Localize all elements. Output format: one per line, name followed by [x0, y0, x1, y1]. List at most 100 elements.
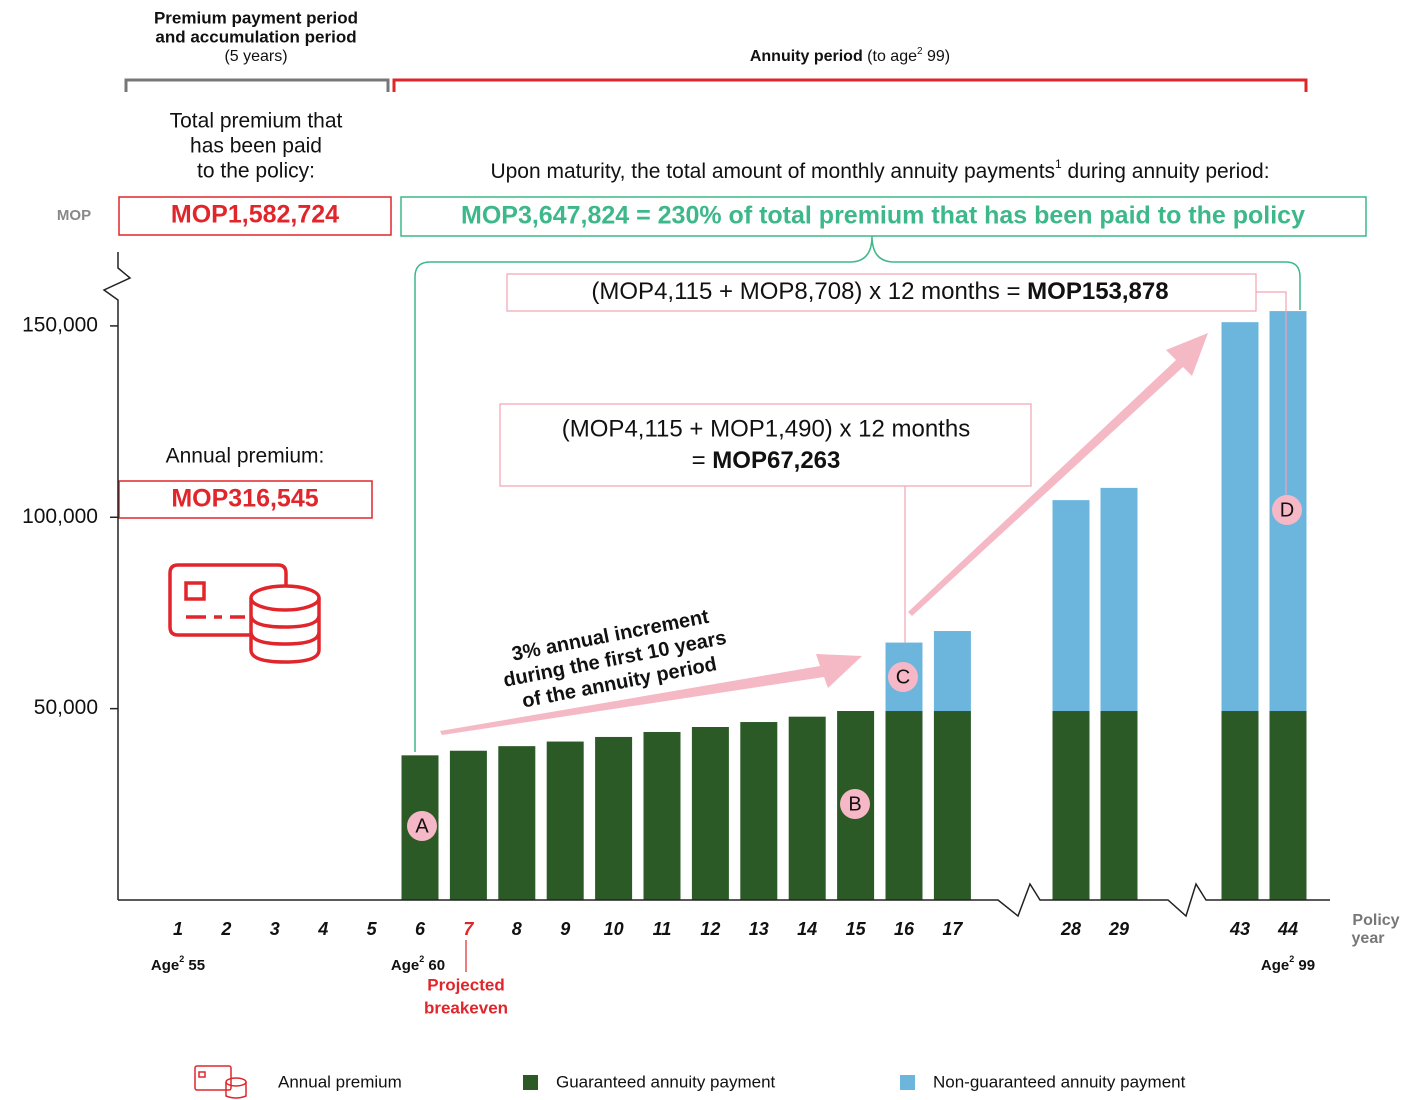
header: Premium payment period — [154, 8, 358, 27]
bar — [1221, 322, 1259, 712]
header: and accumulation period — [155, 27, 356, 46]
x-tick-label: 8 — [512, 919, 522, 939]
label: Annual premium: — [166, 445, 325, 468]
x-tick-label: 12 — [700, 919, 720, 939]
bar — [788, 716, 826, 900]
bar — [1100, 711, 1138, 900]
x-tick-label: 11 — [653, 919, 672, 939]
callout-text: = — [692, 447, 713, 474]
connector — [1256, 291, 1287, 495]
bar — [933, 631, 971, 712]
marker-label: B — [848, 793, 861, 815]
marker — [407, 811, 437, 841]
value: MOP3,647,824 = 230% of total premium tha… — [461, 202, 1305, 230]
y-tick-label: 50,000 — [34, 696, 98, 719]
bar — [449, 750, 487, 900]
marker-label: D — [1280, 499, 1294, 521]
header: (to age — [863, 48, 917, 65]
box — [118, 480, 373, 519]
x-tick-label: 43 — [1229, 919, 1250, 939]
callout — [499, 403, 1032, 487]
brace — [414, 235, 1301, 752]
marker — [1272, 495, 1302, 525]
legend-label: Guaranteed annuity payment — [556, 1072, 776, 1091]
label: Upon maturity, the total amount of month… — [490, 157, 1269, 182]
bars — [401, 311, 1307, 900]
sup: 2 — [917, 46, 923, 57]
age-label: 55 — [184, 957, 205, 974]
callout — [506, 273, 1257, 312]
bar — [1221, 711, 1259, 900]
x-tick-label: 3 — [270, 919, 280, 939]
x-axis-label: Policy — [1352, 912, 1399, 929]
value: MOP316,545 — [171, 485, 318, 513]
unit: MOP — [57, 207, 91, 224]
bar — [885, 711, 923, 900]
y-tick-label: 150,000 — [22, 313, 98, 336]
x-tick-label: 4 — [317, 919, 328, 939]
legend-swatch — [523, 1075, 538, 1090]
sup: 2 — [179, 954, 184, 964]
age-label: Age2 99 — [1261, 954, 1315, 974]
header: Annuity period — [750, 48, 863, 65]
x-tick-label: 1 — [173, 919, 183, 939]
x-tick-label: 10 — [604, 919, 624, 939]
header: 99) — [923, 48, 951, 65]
age-label: Age — [1261, 957, 1289, 974]
legend-swatch — [900, 1075, 915, 1090]
box — [400, 196, 1367, 237]
callout-text: MOP153,878 — [1027, 278, 1168, 305]
marker-label: A — [415, 815, 429, 837]
header: (5 years) — [224, 48, 287, 65]
label: to the policy: — [197, 160, 315, 183]
age-label: 60 — [424, 957, 445, 974]
callout-text: MOP67,263 — [712, 447, 840, 474]
x-tick-label: 15 — [846, 919, 867, 939]
callout-text: (MOP4,115 + MOP8,708) x 12 months = MOP1… — [591, 278, 1168, 305]
premium-icon — [168, 563, 321, 664]
arrow — [908, 333, 1208, 616]
callout-text: (MOP4,115 + MOP1,490) x 12 months — [562, 415, 970, 442]
age-label: Age — [151, 957, 179, 974]
x-tick-label: 44 — [1277, 919, 1298, 939]
breakeven: Projected — [427, 975, 504, 994]
bar — [1100, 487, 1138, 712]
callout-text: = MOP67,263 — [692, 447, 841, 474]
y-tick-label: 100,000 — [22, 505, 98, 528]
sup: 2 — [1289, 954, 1294, 964]
marker-label: C — [896, 666, 910, 688]
x-tick-label: 28 — [1060, 919, 1081, 939]
bar — [595, 736, 633, 900]
bar — [498, 746, 536, 900]
age-label: Age2 55 — [151, 954, 205, 974]
arrow — [440, 654, 862, 735]
label: Total premium that — [170, 110, 343, 133]
x-tick-label: 16 — [894, 919, 915, 939]
age-label: Age2 60 — [391, 954, 445, 974]
x-tick-label: 14 — [797, 919, 817, 939]
bar — [740, 722, 778, 900]
legend-label: Non-guaranteed annuity payment — [933, 1072, 1186, 1091]
legend: Guaranteed annuity payment Non-guaranteed… — [523, 1072, 1186, 1091]
callout-text: (MOP4,115 + MOP8,708) x 12 months = — [591, 278, 1027, 305]
legend-icon — [194, 1065, 247, 1099]
bracket — [392, 78, 1308, 92]
value: MOP1,582,724 — [171, 201, 339, 229]
x-axis — [118, 882, 1330, 918]
label: Upon maturity, the total amount of month… — [490, 160, 1055, 183]
markers: A B C D — [407, 495, 1302, 841]
bar — [643, 731, 681, 900]
breakeven: breakeven — [424, 998, 508, 1017]
x-tick-label: 2 — [220, 919, 231, 939]
bar — [546, 741, 584, 900]
sup: 1 — [1055, 157, 1062, 171]
x-tick-label: 17 — [942, 919, 963, 939]
age-label: 99 — [1294, 957, 1315, 974]
x-tick-label: 29 — [1108, 919, 1129, 939]
bracket — [124, 78, 390, 92]
sup: 2 — [419, 954, 424, 964]
x-tick-label: 7 — [463, 919, 474, 939]
legend-label: Annual premium — [278, 1072, 402, 1091]
age-label: Age — [391, 957, 419, 974]
bar — [1052, 500, 1090, 712]
